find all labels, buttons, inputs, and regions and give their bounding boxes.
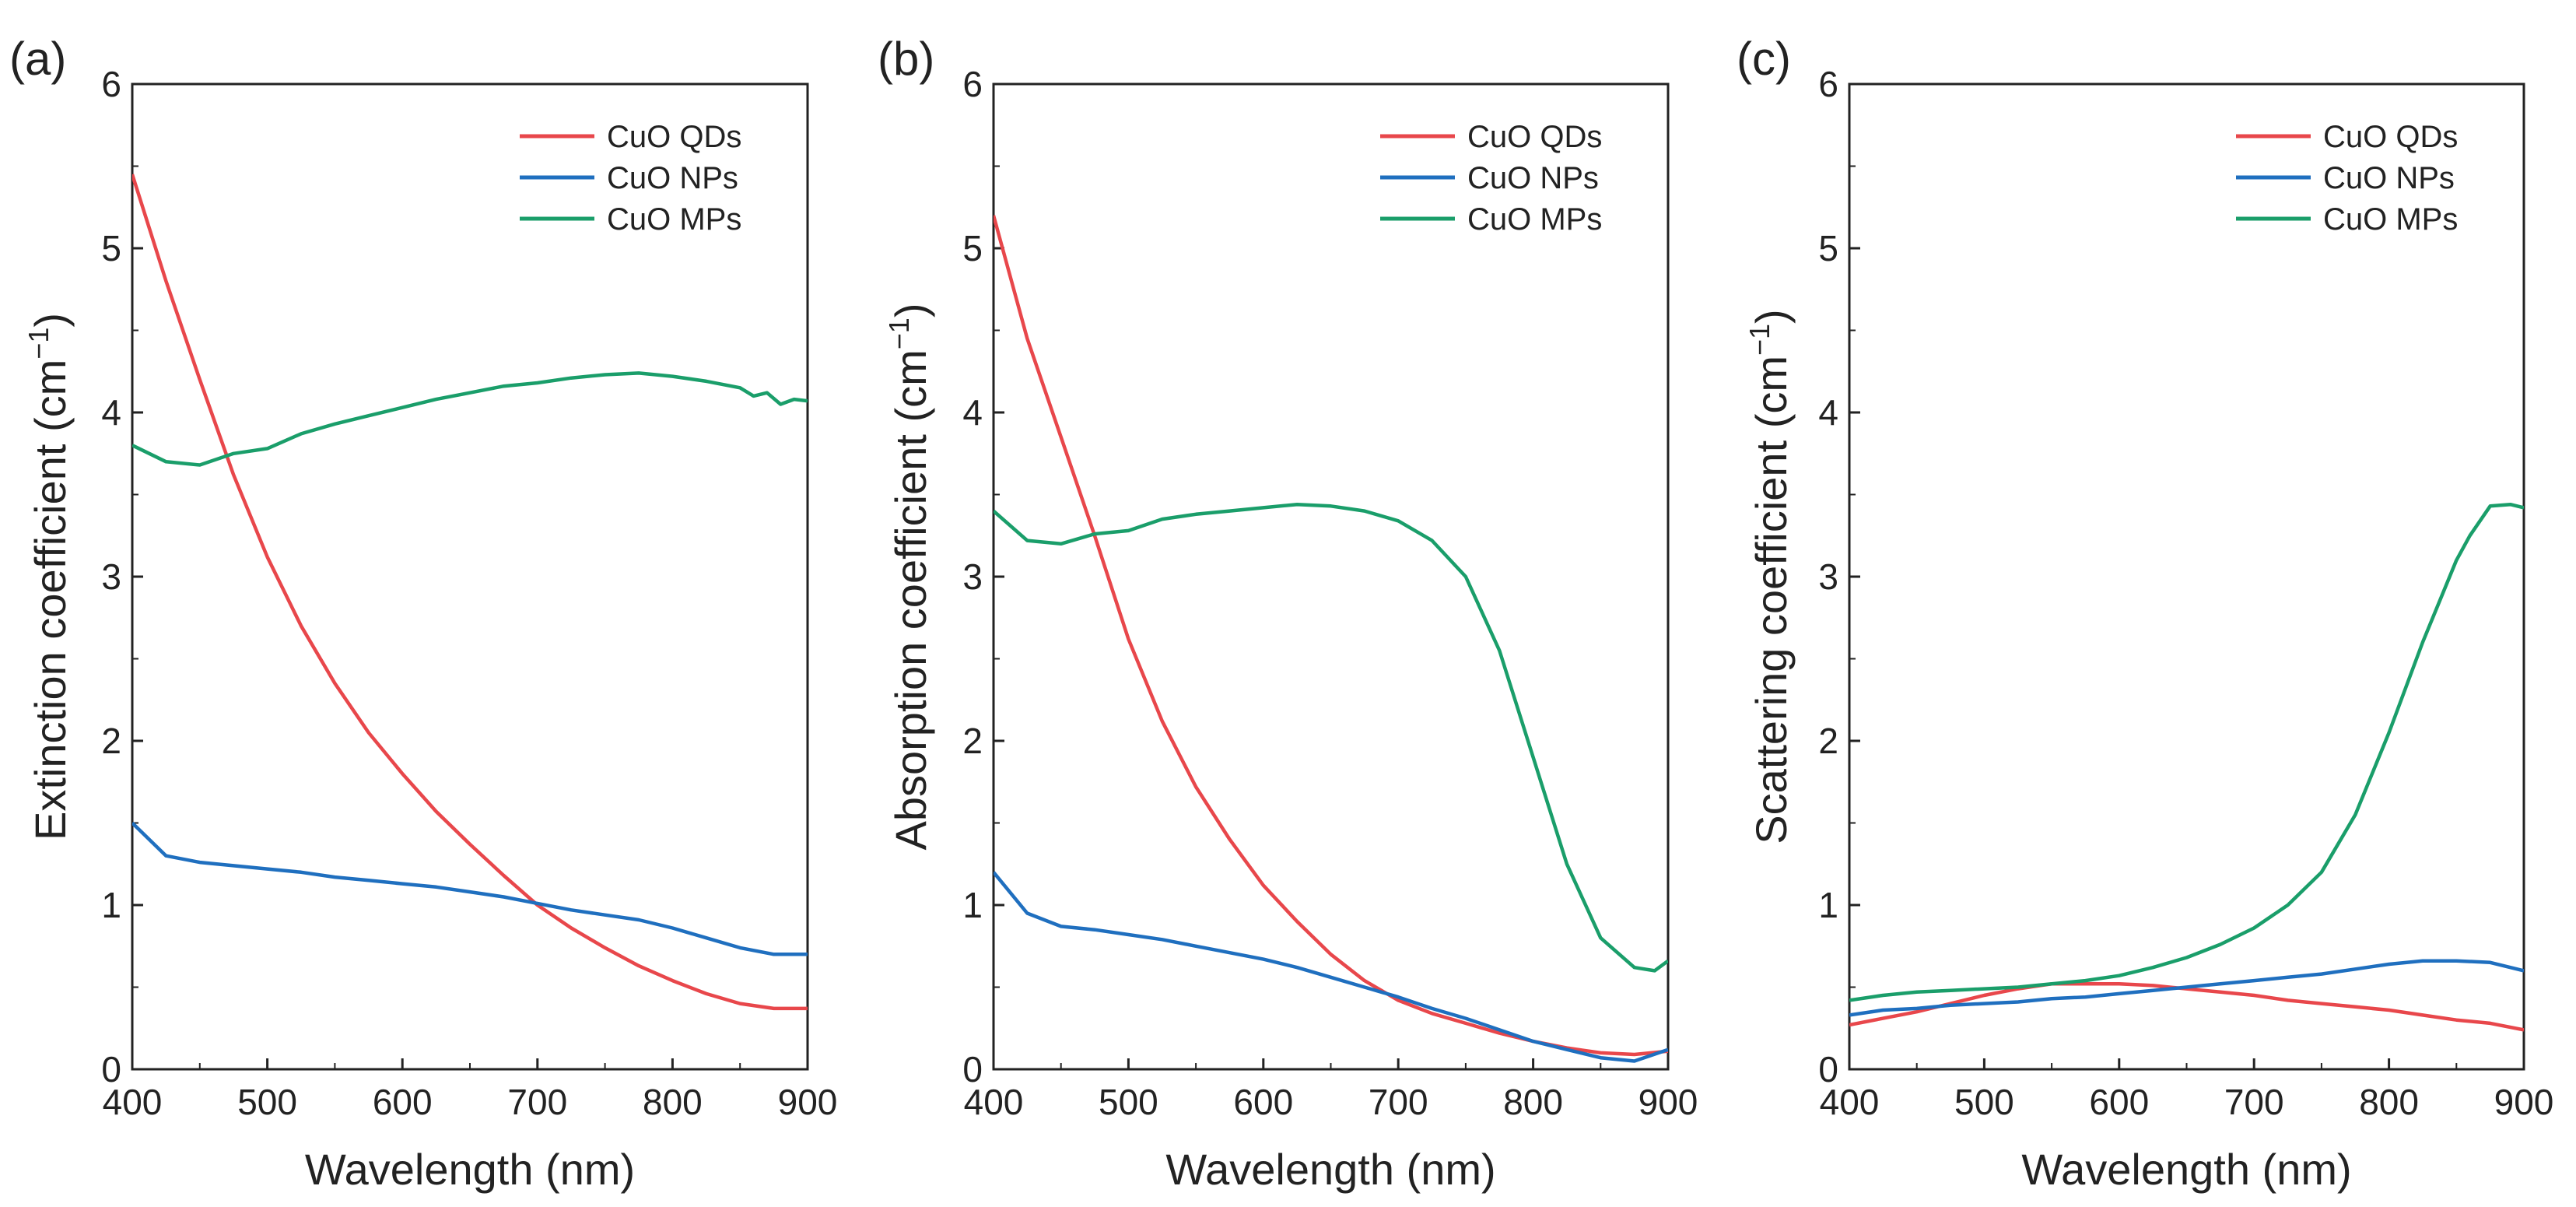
- series-line-cuo-nps: [994, 871, 1668, 1063]
- panel-a: 400 500 600 700 800 900 0 1 2 3 4 5 6 Wavelength (nm)…: [9, 33, 837, 1194]
- x-tick-label: 800: [2359, 1082, 2419, 1122]
- x-tick-label: 500: [237, 1082, 297, 1122]
- y-tick-label: 0: [962, 1049, 983, 1089]
- legend-label: CuO QDs: [2323, 120, 2458, 154]
- y-axis-title-superscript: −1: [23, 328, 54, 360]
- y-tick-label: 4: [101, 392, 121, 433]
- y-axis-title-superscript: −1: [1744, 324, 1775, 356]
- legend-label: CuO NPs: [2323, 161, 2455, 195]
- y-tick-label: 1: [962, 885, 983, 925]
- y-tick-label: 3: [101, 556, 121, 597]
- y-axis-title-main: Scattering coefficient (cm: [1747, 356, 1796, 844]
- y-axis-title-main: Absorption coefficient (cm: [886, 349, 935, 850]
- x-tick-label: 400: [964, 1082, 1024, 1122]
- y-axis-title: Absorption coefficient (cm−1): [883, 304, 935, 851]
- y-tick-label: 2: [1818, 721, 1838, 761]
- x-tick-label: 500: [1099, 1082, 1158, 1122]
- x-axis-title: Wavelength (nm): [305, 1145, 635, 1194]
- x-tick-label: 500: [1954, 1082, 2014, 1122]
- y-axis-title: Extinction coefficient (cm−1): [23, 313, 75, 840]
- legend-label: CuO NPs: [607, 161, 738, 195]
- x-tick-label: 600: [1233, 1082, 1293, 1122]
- y-axis-title-superscript: −1: [883, 318, 915, 349]
- y-axis-title: Scattering coefficient (cm−1): [1744, 309, 1796, 844]
- y-tick-label: 6: [962, 64, 983, 104]
- series-line-cuo-mps: [132, 371, 808, 467]
- legend-label: CuO NPs: [1467, 161, 1599, 195]
- y-tick-label: 4: [1818, 392, 1838, 433]
- legend-label: CuO MPs: [2323, 202, 2458, 237]
- y-tick-label: 0: [1818, 1049, 1838, 1089]
- y-tick-label: 2: [101, 721, 121, 761]
- y-tick-label: 5: [101, 228, 121, 268]
- x-tick-label: 600: [2089, 1082, 2149, 1122]
- x-axis-title: Wavelength (nm): [2021, 1145, 2351, 1194]
- y-tick-label: 0: [101, 1049, 121, 1089]
- series-line-cuo-qds: [132, 174, 808, 1011]
- y-tick-label: 5: [1818, 228, 1838, 268]
- y-tick-label: 1: [101, 885, 121, 925]
- legend-label: CuO MPs: [607, 202, 741, 237]
- x-axis-title: Wavelength (nm): [1165, 1145, 1495, 1194]
- panel-c: 400 500 600 700 800 900 0 1 2 3 4 5 6 Wavelength (nm)…: [1737, 33, 2553, 1194]
- series-line-cuo-mps: [1849, 502, 2524, 1002]
- x-tick-label: 900: [1638, 1082, 1698, 1122]
- legend-label: CuO QDs: [607, 120, 741, 154]
- y-axis-title-end: ): [886, 304, 935, 318]
- x-tick-label: 600: [373, 1082, 433, 1122]
- y-tick-label: 3: [1818, 556, 1838, 597]
- x-tick-label: 400: [103, 1082, 163, 1122]
- y-tick-label: 2: [962, 721, 983, 761]
- series-line-cuo-nps: [1849, 959, 2524, 1017]
- y-tick-label: 6: [1818, 64, 1838, 104]
- y-axis-title-main: Extinction coefficient (cm: [26, 360, 75, 840]
- y-tick-label: 5: [962, 228, 983, 268]
- x-tick-label: 800: [1503, 1082, 1563, 1122]
- y-tick-label: 1: [1818, 885, 1838, 925]
- x-tick-label: 800: [643, 1082, 703, 1122]
- x-tick-label: 900: [778, 1082, 838, 1122]
- y-tick-label: 6: [101, 64, 121, 104]
- x-tick-label: 700: [2224, 1082, 2284, 1122]
- x-tick-label: 400: [1820, 1082, 1880, 1122]
- y-axis-title-end: ): [1747, 309, 1796, 324]
- y-axis-title-end: ): [26, 313, 75, 328]
- y-tick-label: 3: [962, 556, 983, 597]
- x-tick-label: 900: [2494, 1082, 2554, 1122]
- panel-label: (c): [1737, 33, 1791, 85]
- panel-b: 400 500 600 700 800 900 0 1 2 3 4 5 6 Wavelength (nm)…: [878, 33, 1698, 1194]
- x-tick-label: 700: [507, 1082, 567, 1122]
- series-line-cuo-mps: [994, 502, 1668, 973]
- legend-label: CuO QDs: [1467, 120, 1602, 154]
- panel-label: (a): [9, 33, 66, 85]
- legend-label: CuO MPs: [1467, 202, 1602, 237]
- y-tick-label: 4: [962, 392, 983, 433]
- panel-label: (b): [878, 33, 934, 85]
- x-tick-label: 700: [1369, 1082, 1428, 1122]
- series-line-cuo-nps: [132, 821, 808, 956]
